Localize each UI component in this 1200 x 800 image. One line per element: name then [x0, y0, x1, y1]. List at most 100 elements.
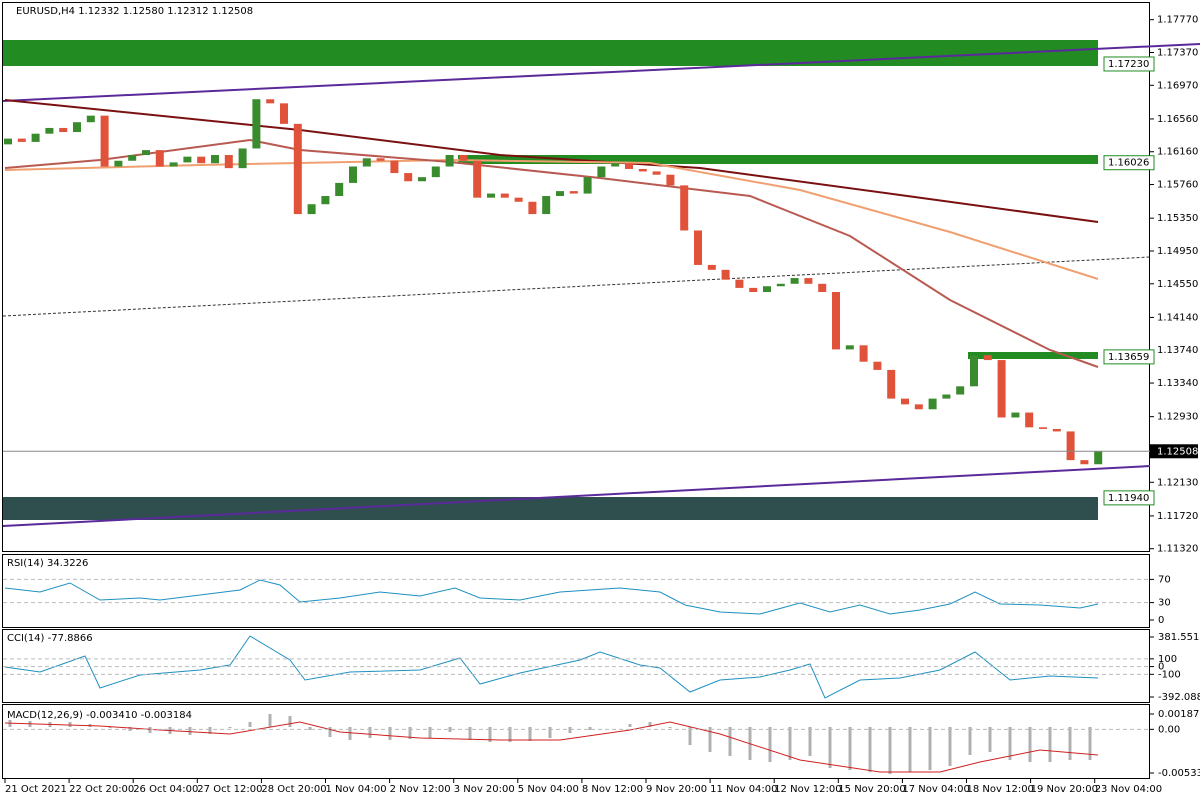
macd-pane — [2, 704, 1150, 779]
candle — [1011, 412, 1020, 418]
x-tick-label: 1 Nov 04:00 — [326, 784, 387, 795]
indicator-title: MACD(12,26,9) -0.003410 -0.003184 — [7, 710, 192, 721]
candle — [252, 99, 261, 149]
y-tick-label: 1.17770 — [1157, 15, 1198, 26]
candle — [142, 150, 150, 156]
cci-pane — [2, 629, 1150, 703]
x-tick-label: 5 Nov 04:00 — [518, 784, 579, 795]
candle — [873, 361, 882, 370]
main-pane — [2, 2, 1150, 552]
candle — [804, 278, 813, 284]
x-tick-label: 28 Oct 20:00 — [261, 784, 326, 795]
candle — [721, 269, 730, 280]
x-tick-label: 11 Nov 04:00 — [710, 784, 777, 795]
y-tick-label: 1.16560 — [1157, 114, 1198, 125]
candle — [652, 171, 661, 175]
candle — [459, 155, 468, 161]
candle — [694, 230, 702, 265]
level-label: 1.11940 — [1108, 493, 1149, 504]
candle — [666, 174, 675, 186]
supply-zone — [968, 352, 1098, 359]
candle — [404, 173, 413, 182]
candle — [224, 155, 233, 169]
x-tick-label: 26 Oct 04:00 — [133, 784, 198, 795]
x-tick-label: 9 Nov 20:00 — [646, 784, 707, 795]
candle — [211, 155, 219, 164]
candle — [1094, 451, 1103, 465]
y-tick-label: -100 — [1158, 669, 1181, 680]
candle — [818, 283, 827, 292]
y-tick-label: -0.005336 — [1158, 768, 1200, 779]
indicator-title: RSI(14) 34.3226 — [7, 558, 88, 569]
candle — [431, 166, 440, 178]
last-price-box — [1150, 444, 1198, 459]
candle — [956, 386, 965, 395]
candle — [776, 283, 785, 287]
x-tick-label: 23 Nov 04:00 — [1095, 784, 1162, 795]
supply-zone — [458, 155, 1098, 164]
candle — [321, 196, 330, 205]
candle — [183, 156, 192, 163]
candle — [707, 264, 716, 270]
y-tick-label: 0.00 — [1158, 724, 1180, 735]
y-tick-label: 1.14950 — [1157, 246, 1198, 257]
demand-zone — [3, 497, 1098, 520]
y-tick-label: 0 — [1158, 615, 1164, 626]
candle — [611, 163, 620, 167]
candle — [1052, 428, 1061, 432]
candle — [528, 201, 537, 215]
moving-average — [4, 158, 1099, 280]
y-tick-label: 1.13340 — [1157, 378, 1198, 389]
candle — [638, 168, 647, 172]
candle — [914, 404, 923, 410]
candle — [349, 166, 357, 183]
x-tick-label: 19 Nov 20:00 — [1031, 784, 1098, 795]
level-label: 1.17230 — [1108, 59, 1149, 70]
y-tick-label: 0.001876 — [1158, 709, 1200, 720]
candle — [514, 197, 523, 202]
candle — [1080, 460, 1089, 465]
candle — [970, 355, 978, 387]
candle — [928, 398, 937, 410]
candle — [197, 156, 206, 164]
candle — [845, 345, 854, 350]
candle — [997, 360, 1006, 418]
candle — [445, 155, 454, 167]
candle — [583, 177, 592, 194]
y-tick-label: -392.0881 — [1158, 692, 1200, 703]
candle — [31, 133, 40, 142]
x-tick-label: 15 Nov 20:00 — [838, 784, 905, 795]
candle — [859, 345, 868, 362]
y-tick-label: 1.16970 — [1157, 80, 1198, 91]
rsi-line — [4, 579, 1099, 615]
x-tick-label: 21 Oct 2021 — [5, 784, 67, 795]
candle — [983, 355, 992, 361]
candle — [901, 398, 909, 405]
candle — [390, 160, 399, 174]
level-marker — [1103, 490, 1155, 506]
indicator-title: CCI(14) -77.8866 — [7, 633, 93, 644]
level-label: 1.16026 — [1108, 158, 1149, 169]
candle — [128, 155, 137, 161]
candle — [790, 278, 799, 284]
candle — [887, 369, 896, 399]
candle — [100, 115, 109, 167]
y-tick-label: 1.11720 — [1157, 511, 1198, 522]
y-tick-label: 100 — [1158, 654, 1177, 665]
candle — [17, 138, 26, 142]
supply-zone — [3, 40, 1098, 66]
candle — [749, 287, 758, 292]
candle — [4, 138, 12, 145]
candle — [307, 204, 316, 215]
candle — [86, 115, 95, 123]
level-marker — [1103, 349, 1155, 365]
channel-line — [2, 256, 1151, 317]
candle — [500, 193, 509, 198]
candle — [59, 127, 68, 133]
y-tick-label: 30 — [1158, 598, 1171, 609]
y-tick-label: 1.16160 — [1157, 147, 1198, 158]
y-tick-label: 1.17370 — [1157, 47, 1198, 58]
y-tick-label: 70 — [1158, 574, 1171, 585]
moving-average — [4, 138, 1099, 368]
